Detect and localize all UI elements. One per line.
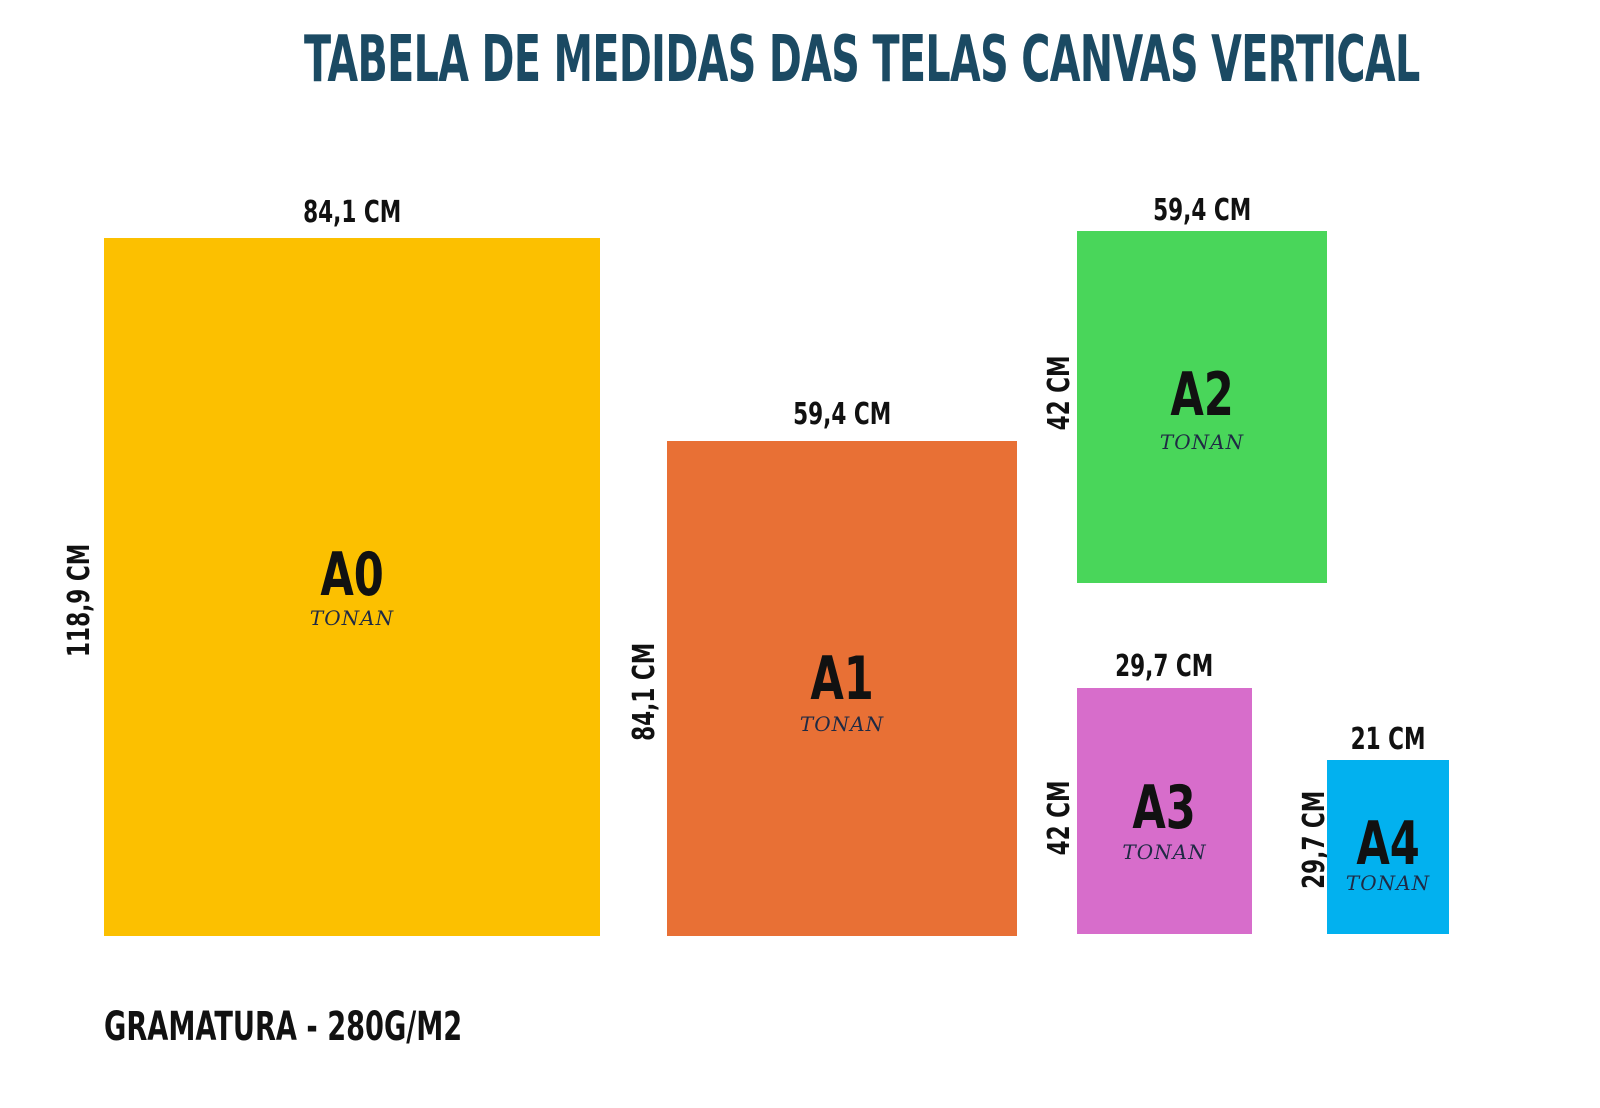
a2-height-label: 42 CM — [1042, 355, 1077, 431]
a1-size-label: A1 — [810, 644, 874, 714]
a3-height-label: 42 CM — [1042, 780, 1077, 856]
a1-canvas: A1 TONAN — [667, 441, 1017, 936]
a3-canvas: A3 TONAN — [1077, 688, 1252, 934]
a1-height-label: 84,1 CM — [627, 642, 662, 742]
grammage-note: GRAMATURA - 280G/M2 — [104, 1004, 463, 1050]
a0-brand-logo: TONAN — [309, 606, 395, 630]
a3-width-label: 29,7 CM — [1115, 649, 1214, 684]
a1-width-label: 59,4 CM — [792, 397, 892, 432]
a0-width-label: 84,1 CM — [302, 195, 402, 230]
a2-size-label: A2 — [1170, 360, 1234, 430]
a4-canvas: A4 TONAN — [1327, 760, 1449, 934]
a2-width-label: 59,4 CM — [1152, 193, 1252, 228]
a1-brand-logo: TONAN — [799, 712, 885, 736]
a0-size-label: A0 — [320, 540, 384, 610]
a3-size-label: A3 — [1132, 773, 1197, 843]
a2-canvas: A2 TONAN — [1077, 231, 1327, 583]
a0-canvas: A0 TONAN — [104, 238, 600, 936]
a3-brand-logo: TONAN — [1122, 840, 1207, 864]
a4-brand-logo: TONAN — [1345, 871, 1431, 895]
a4-size-label: A4 — [1356, 809, 1420, 879]
a4-width-label: 21 CM — [1350, 722, 1426, 757]
a2-brand-logo: TONAN — [1159, 430, 1245, 454]
page-title: TABELA DE MEDIDAS DAS TELAS CANVAS VERTI… — [304, 23, 1420, 97]
a0-height-label: 118,9 CM — [62, 543, 97, 657]
